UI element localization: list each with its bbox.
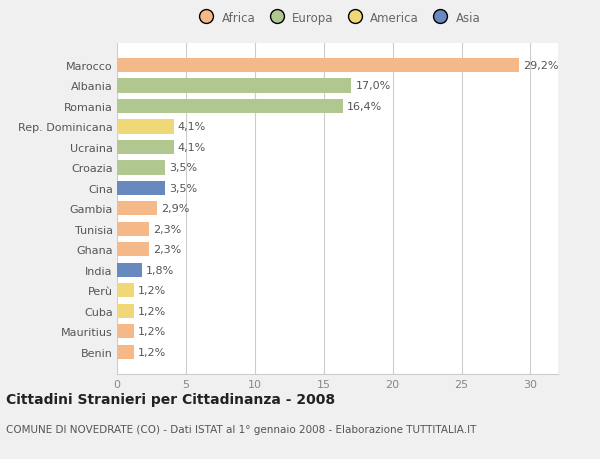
- Bar: [117, 59, 520, 73]
- Bar: [117, 161, 165, 175]
- Text: 4,1%: 4,1%: [178, 122, 206, 132]
- Bar: [117, 79, 351, 93]
- Bar: [117, 242, 149, 257]
- Text: 1,8%: 1,8%: [146, 265, 174, 275]
- Legend: Africa, Europa, America, Asia: Africa, Europa, America, Asia: [194, 11, 481, 24]
- Bar: [117, 263, 142, 277]
- Text: 2,9%: 2,9%: [161, 204, 190, 214]
- Bar: [117, 284, 134, 298]
- Text: 1,2%: 1,2%: [137, 285, 166, 296]
- Bar: [117, 222, 149, 236]
- Bar: [117, 325, 134, 339]
- Text: 3,5%: 3,5%: [169, 163, 197, 173]
- Text: 16,4%: 16,4%: [347, 101, 382, 112]
- Bar: [117, 304, 134, 318]
- Bar: [117, 181, 165, 196]
- Bar: [117, 345, 134, 359]
- Bar: [117, 140, 173, 155]
- Text: 17,0%: 17,0%: [355, 81, 391, 91]
- Bar: [117, 100, 343, 114]
- Bar: [117, 120, 173, 134]
- Text: 1,2%: 1,2%: [137, 326, 166, 336]
- Text: 1,2%: 1,2%: [137, 306, 166, 316]
- Text: 29,2%: 29,2%: [524, 61, 559, 71]
- Text: 1,2%: 1,2%: [137, 347, 166, 357]
- Text: 3,5%: 3,5%: [169, 184, 197, 193]
- Text: 2,3%: 2,3%: [153, 245, 181, 255]
- Text: COMUNE DI NOVEDRATE (CO) - Dati ISTAT al 1° gennaio 2008 - Elaborazione TUTTITAL: COMUNE DI NOVEDRATE (CO) - Dati ISTAT al…: [6, 425, 476, 435]
- Text: Cittadini Stranieri per Cittadinanza - 2008: Cittadini Stranieri per Cittadinanza - 2…: [6, 392, 335, 406]
- Text: 2,3%: 2,3%: [153, 224, 181, 234]
- Text: 4,1%: 4,1%: [178, 143, 206, 152]
- Bar: [117, 202, 157, 216]
